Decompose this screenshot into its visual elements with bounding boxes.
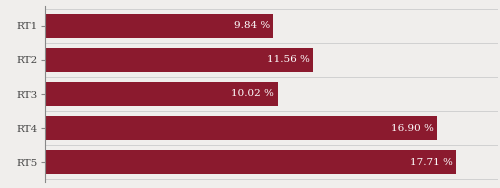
Text: 9.84 %: 9.84 % (234, 21, 270, 30)
Bar (45, 48, 314, 72)
Text: 16.90 %: 16.90 % (391, 124, 434, 133)
Bar (45, 82, 278, 106)
Bar (45, 14, 274, 38)
Bar (45, 116, 437, 140)
Text: 10.02 %: 10.02 % (231, 89, 274, 99)
Bar (45, 150, 456, 174)
Text: 17.71 %: 17.71 % (410, 158, 453, 167)
Text: 11.56 %: 11.56 % (267, 55, 310, 64)
